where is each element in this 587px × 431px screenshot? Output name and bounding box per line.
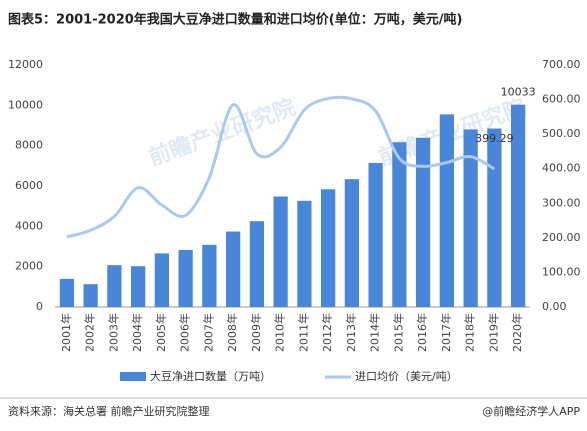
legend-label: 大豆净进口数量（万吨）	[150, 369, 271, 383]
bar	[273, 196, 288, 307]
x-tick-label: 2002年	[83, 313, 97, 352]
bar	[321, 189, 336, 307]
x-tick-label: 2013年	[344, 313, 358, 352]
bar	[416, 137, 431, 307]
x-tick-label: 2019年	[486, 313, 500, 352]
data-label: 10033	[501, 86, 536, 99]
line	[66, 95, 496, 239]
x-tick-label: 2014年	[368, 313, 382, 352]
bar	[226, 231, 241, 307]
bar	[107, 265, 122, 307]
legend-label: 进口均价（美元/吨）	[355, 370, 458, 383]
x-tick-label: 2016年	[415, 313, 429, 352]
y2-tick-label: 700.00	[542, 58, 581, 71]
y-tick-label: 2000	[15, 260, 43, 273]
x-tick-label: 2004年	[130, 313, 144, 352]
x-tick-label: 2001年	[59, 313, 73, 352]
bar	[463, 129, 478, 307]
bar	[392, 142, 407, 307]
bar	[297, 200, 312, 307]
source: 资料来源：海关总署 前瞻产业研究院整理	[8, 404, 210, 418]
bar	[131, 266, 146, 307]
bar	[59, 278, 74, 307]
x-tick-label: 2010年	[273, 313, 287, 352]
x-tick-label: 2003年	[106, 313, 120, 352]
x-tick-label: 2020年	[510, 313, 524, 352]
x-tick-label: 2008年	[225, 313, 239, 352]
data-label: 399.29	[475, 132, 514, 145]
y-tick-label: 4000	[15, 219, 43, 232]
bar	[249, 221, 264, 307]
bar	[344, 179, 359, 307]
bar	[202, 244, 217, 307]
y-tick-label: 8000	[15, 139, 43, 152]
x-tick-label: 2007年	[201, 313, 215, 352]
bar	[154, 253, 169, 307]
y2-tick-label: 0.00	[542, 300, 567, 313]
x-tick-label: 2015年	[391, 313, 405, 352]
y2-tick-label: 100.00	[542, 265, 581, 278]
y-tick-label: 10000	[8, 98, 43, 111]
bar	[83, 284, 98, 307]
bar	[178, 249, 193, 307]
chart-title: 图表5：2001-2020年我国大豆净进口数量和进口均价(单位：万吨，美元/吨)	[8, 12, 462, 28]
credit: @前瞻经济学人APP	[482, 404, 580, 418]
bar	[511, 104, 526, 307]
bar	[439, 114, 454, 307]
bar	[368, 163, 383, 307]
y-tick-label: 0	[36, 300, 43, 313]
y2-tick-label: 300.00	[542, 196, 581, 209]
y-tick-label: 6000	[15, 179, 43, 192]
x-tick-label: 2018年	[463, 313, 477, 352]
x-tick-label: 2011年	[296, 313, 310, 352]
x-tick-label: 2017年	[439, 313, 453, 352]
y2-tick-label: 600.00	[542, 93, 581, 106]
x-tick-label: 2009年	[249, 313, 263, 352]
x-tick-label: 2005年	[154, 313, 168, 352]
x-tick-label: 2012年	[320, 313, 334, 352]
bar	[487, 128, 502, 307]
x-tick-label: 2006年	[178, 313, 192, 352]
y2-tick-label: 200.00	[542, 231, 581, 244]
y-tick-label: 12000	[8, 58, 43, 71]
y2-tick-label: 500.00	[542, 127, 581, 140]
y2-tick-label: 400.00	[542, 162, 581, 175]
legend-swatch	[120, 372, 146, 381]
